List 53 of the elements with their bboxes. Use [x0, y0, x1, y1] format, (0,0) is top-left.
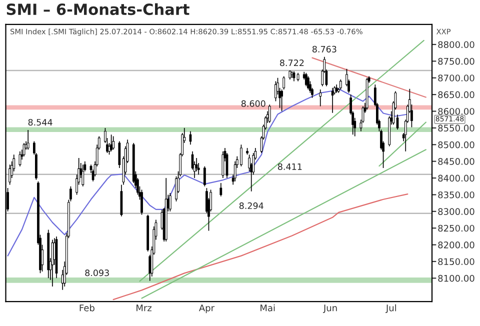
y-tick-label: 8200.00 [438, 242, 474, 248]
candlestick [189, 130, 192, 146]
x-tick-label: Jul [385, 304, 396, 313]
annotation: 8.544 [28, 118, 52, 126]
y-tick-label: 8450.00 [438, 158, 474, 165]
annotation: 8.411 [278, 163, 302, 170]
y-tick-label: 8350.00 [438, 191, 474, 198]
candlestick [18, 150, 22, 167]
y-tick-label: 8650.00 [438, 91, 474, 98]
candlestick [140, 189, 143, 216]
candlestick [120, 184, 123, 217]
x-tick-label: Mrz [136, 304, 152, 312]
y-tick-label: 8600.00 [438, 108, 474, 115]
annotation: 8.093 [85, 270, 109, 276]
candlestick [110, 134, 112, 152]
candlestick [234, 160, 236, 182]
y-tick-label: 8500.00 [438, 141, 474, 148]
candlestick [280, 89, 283, 112]
candlestick [282, 76, 286, 90]
candlestick [331, 87, 334, 114]
y-tick-label: 8550.00 [438, 124, 474, 132]
annotation: 8.722 [280, 60, 304, 66]
line-series [112, 193, 408, 300]
candlestick [220, 182, 222, 197]
chart-title: SMI – 6-Monats-Chart [6, 3, 190, 16]
candlestick [306, 76, 310, 90]
y-tick-label: 8700.00 [438, 74, 474, 82]
annotation: 8.600 [241, 100, 266, 107]
candlestick [339, 79, 342, 90]
candlestick [319, 89, 322, 107]
candlestick [22, 142, 26, 157]
y-tick-label: 8150.00 [438, 258, 474, 266]
annotation: 8.294 [239, 202, 264, 210]
x-tick-label: Feb [80, 304, 94, 312]
x-tick-label: Jun [322, 304, 337, 313]
y-tick-label: 8100.00 [438, 274, 474, 282]
x-tick-label: Mai [260, 304, 275, 312]
y-tick-label: 8750.00 [438, 58, 474, 65]
candlestick [240, 144, 242, 167]
candlestick [222, 150, 224, 178]
y-tick-label: 8250.00 [438, 224, 474, 232]
candlestick [203, 166, 206, 187]
candlestick [82, 164, 84, 187]
candlestick [8, 164, 12, 186]
y-tick-label: 8400.00 [438, 174, 474, 182]
line-series [7, 88, 408, 256]
candlestick [175, 176, 178, 202]
candlestick [112, 136, 115, 150]
y-tick-label: 8800.00 [438, 41, 474, 48]
candlestick [274, 80, 277, 102]
y-tick-label: 8300.00 [438, 208, 474, 215]
annotation: 8.763 [312, 46, 336, 52]
x-tick-label: Apr [198, 304, 215, 314]
